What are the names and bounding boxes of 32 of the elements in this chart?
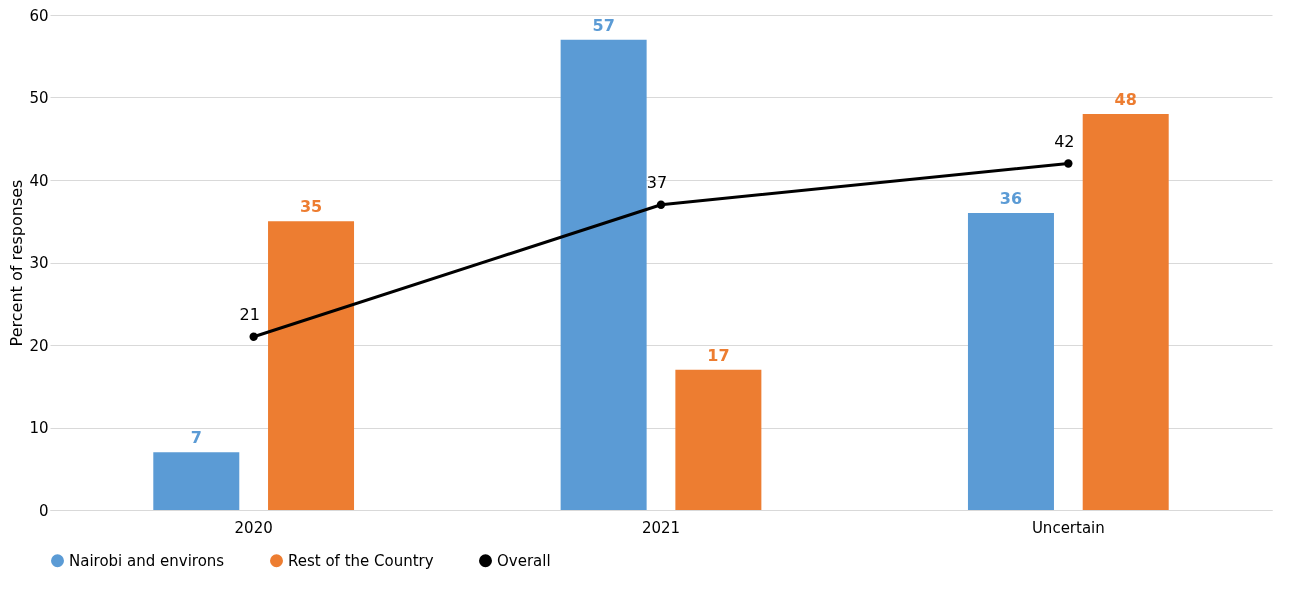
bar <box>268 221 355 510</box>
legend-label: Nairobi and environs <box>69 551 225 570</box>
point <box>656 200 666 209</box>
data-label: 37 <box>646 172 668 192</box>
data-label: 36 <box>999 189 1023 208</box>
y-tick-label: 20 <box>29 336 49 355</box>
x-tick-label: 2020 <box>234 518 273 537</box>
y-axis-title: Percent of responses <box>7 179 27 347</box>
data-label: 7 <box>190 428 202 448</box>
data-label: 21 <box>239 304 260 324</box>
bar <box>675 369 762 510</box>
legend-label: Rest of the Country <box>288 551 434 570</box>
bar <box>153 452 240 510</box>
x-tick-label: 2021 <box>641 518 681 537</box>
y-tick-label: 50 <box>29 89 49 107</box>
data-label: 57 <box>592 15 615 35</box>
y-tick-label: 0 <box>38 501 49 520</box>
data-label: 48 <box>1114 90 1137 109</box>
y-tick-label: 30 <box>29 254 49 272</box>
point <box>1064 159 1073 168</box>
bar <box>560 39 647 510</box>
bar <box>1082 114 1169 510</box>
y-tick-label: 10 <box>29 419 49 437</box>
point <box>249 332 258 341</box>
x-tick-label: Uncertain <box>1031 518 1105 537</box>
data-label: 35 <box>299 197 323 217</box>
bar <box>967 213 1054 510</box>
data-label: 17 <box>707 345 730 365</box>
y-tick-label: 60 <box>29 6 49 25</box>
y-tick-label: 40 <box>29 171 49 190</box>
data-label: 42 <box>1054 131 1075 151</box>
legend-label: Overall <box>497 551 551 570</box>
